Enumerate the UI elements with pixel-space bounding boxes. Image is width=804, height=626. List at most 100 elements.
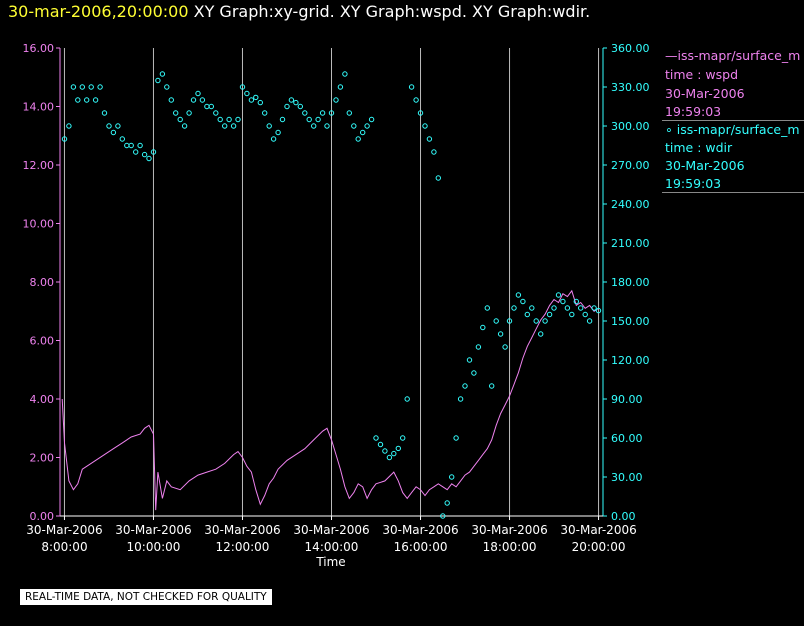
y-right-tick-label: 210.00	[611, 237, 650, 250]
wdir-point	[257, 99, 263, 106]
wdir-point	[529, 305, 535, 311]
y-left-tick-label: 10.00	[23, 218, 55, 231]
wdir-point	[88, 84, 94, 90]
x-tick-date: 30-Mar-2006	[293, 523, 369, 537]
wdir-point	[324, 123, 330, 129]
wdir-point	[128, 142, 134, 149]
title-graphs: XY Graph:xy-grid. XY Graph:wspd. XY Grap…	[193, 2, 591, 21]
y-right-tick-label: 30.00	[611, 471, 643, 484]
x-tick-date: 30-Mar-2006	[26, 523, 102, 537]
wdir-point	[377, 441, 384, 448]
wdir-point	[79, 84, 86, 90]
wdir-point	[520, 298, 526, 305]
legend-separator	[662, 192, 804, 193]
wdir-point	[435, 175, 441, 181]
wdir-point	[150, 149, 157, 155]
wdir-point	[555, 292, 562, 298]
wdir-point	[208, 103, 215, 110]
wspd-series-line	[61, 289, 599, 511]
legend-wspd-name: —iss-mapr/surface_m	[665, 48, 801, 63]
wdir-point	[342, 71, 348, 77]
wdir-point	[106, 123, 112, 129]
wdir-point	[213, 110, 219, 116]
wdir-point	[262, 110, 268, 116]
wdir-point	[382, 448, 388, 454]
wdir-point	[440, 513, 446, 519]
x-tick-date: 30-Mar-2006	[560, 523, 636, 537]
wdir-point	[591, 305, 597, 311]
wdir-point	[551, 305, 557, 311]
wdir-point	[266, 123, 272, 129]
legend-wspd-date: 30-Mar-2006	[665, 86, 745, 101]
wdir-point	[110, 129, 117, 136]
wdir-point	[190, 97, 197, 103]
wdir-point	[395, 445, 401, 452]
wdir-point	[497, 331, 504, 337]
wdir-point	[84, 97, 90, 103]
legend-wdir-var: time : wdir	[665, 140, 733, 155]
wdir-point	[244, 90, 250, 97]
y-left-tick-label: 12.00	[23, 159, 55, 172]
y-right-tick-label: 180.00	[611, 276, 650, 289]
wdir-point	[204, 103, 210, 110]
wdir-point	[480, 324, 486, 331]
x-tick-time: 14:00:00	[305, 540, 359, 554]
wdir-point	[230, 123, 237, 129]
wdir-point	[453, 435, 459, 441]
wdir-point	[101, 110, 108, 116]
wdir-point	[177, 116, 183, 123]
wdir-point	[319, 110, 326, 116]
wdir-point	[297, 103, 303, 110]
wdir-point	[524, 311, 530, 318]
wdir-point	[573, 298, 579, 305]
y-left-tick-label: 4.00	[30, 393, 55, 406]
y-right-tick-label: 270.00	[611, 159, 650, 172]
y-right-tick-label: 150.00	[611, 315, 650, 328]
x-axis-label: Time	[315, 555, 345, 569]
wdir-point	[133, 149, 139, 155]
y-left-tick-label: 16.00	[23, 42, 55, 55]
wdir-point	[66, 123, 72, 129]
wdir-point	[462, 383, 468, 389]
wdir-point	[466, 357, 473, 363]
wdir-point	[222, 123, 228, 129]
x-tick-time: 10:00:00	[127, 540, 181, 554]
wdir-point	[564, 305, 571, 311]
wdir-point	[560, 298, 566, 305]
y-left-tick-label: 6.00	[30, 335, 55, 348]
y-right-tick-label: 360.00	[611, 42, 650, 55]
wdir-point	[533, 318, 539, 324]
wdir-point	[275, 129, 281, 136]
wdir-point	[164, 84, 170, 90]
legend-wdir-date: 30-Mar-2006	[665, 158, 745, 173]
wdir-point	[186, 110, 192, 116]
y-right-tick-label: 60.00	[611, 432, 643, 445]
wdir-point	[61, 136, 68, 142]
wdir-point	[173, 110, 179, 116]
wdir-point	[333, 97, 339, 103]
title-timestamp: 30-mar-2006,20:00:00	[8, 2, 189, 21]
y-right-tick-label: 90.00	[611, 393, 643, 406]
wdir-point	[484, 305, 490, 311]
wdir-point	[538, 331, 544, 337]
wdir-point	[141, 151, 148, 158]
y-right-tick-label: 300.00	[611, 120, 650, 133]
wdir-point	[181, 123, 188, 129]
wdir-point	[578, 305, 584, 311]
wdir-point	[422, 123, 428, 129]
y-right-tick-label: 0.00	[611, 510, 636, 523]
wdir-point	[226, 116, 232, 123]
wdir-point	[279, 116, 286, 123]
wdir-point	[386, 454, 393, 461]
wdir-point	[97, 84, 103, 90]
wdir-point	[70, 84, 77, 90]
wdir-point	[493, 318, 499, 324]
wdir-point	[75, 97, 81, 103]
chart-title: 30-mar-2006,20:00:00 XY Graph:xy-grid. X…	[8, 2, 590, 21]
wdir-point	[489, 383, 495, 389]
wdir-point	[270, 136, 277, 142]
wdir-point	[137, 142, 143, 149]
wdir-point	[199, 97, 206, 103]
x-tick-time: 16:00:00	[394, 540, 448, 554]
